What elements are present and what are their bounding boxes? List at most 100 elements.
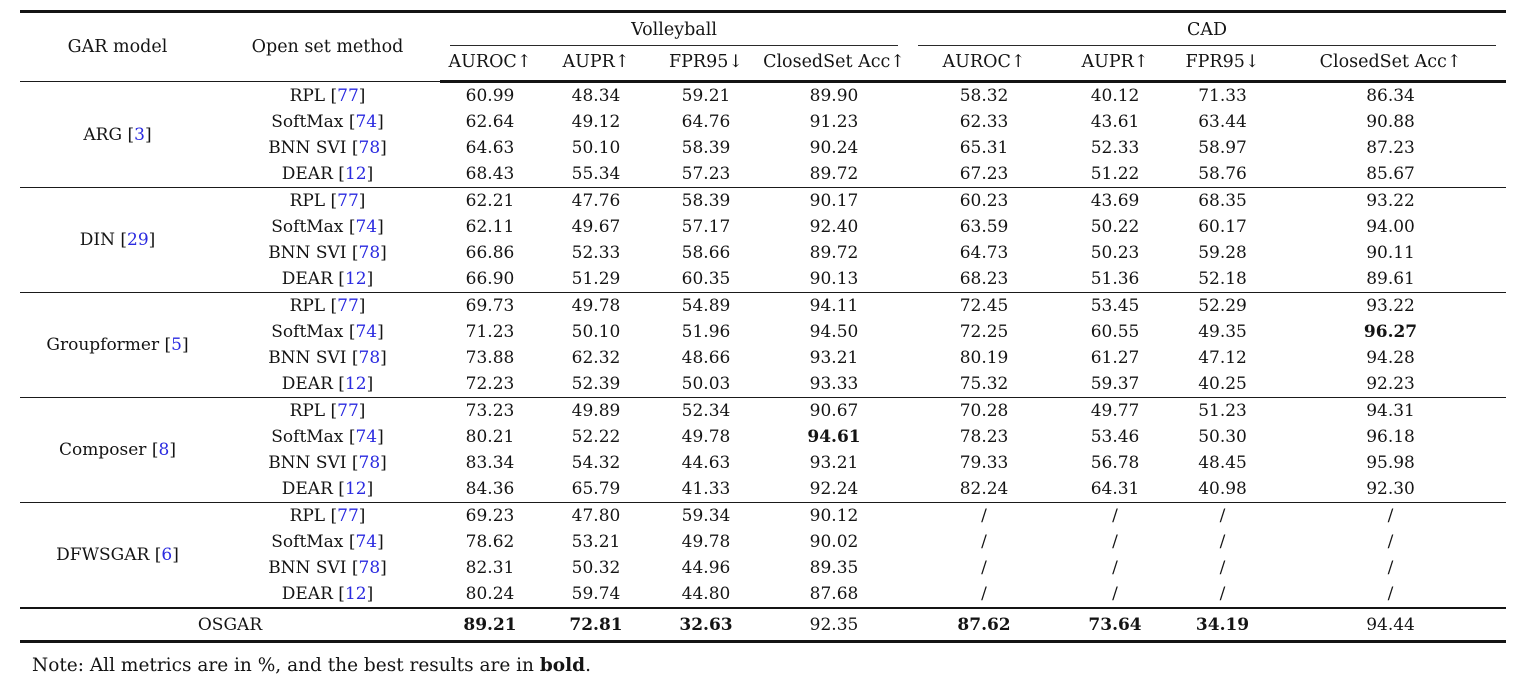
metric-value-cell: 93.21 [809,453,859,473]
open-set-method-cell: RPL 77 [215,187,440,214]
metric-value-cell: / [1219,558,1226,578]
metric-value-cell: 69.23 [440,502,540,529]
col-header-cad-aupr: AUPR↑ [1060,46,1171,83]
citation-ref[interactable]: 12 [338,584,373,604]
metric-value-cell: 64.31 [1090,479,1140,499]
metric-value-cell: 73.23 [440,397,540,424]
citation-ref[interactable]: 74 [349,532,384,552]
metric-value-cell: 64.73 [959,243,1009,263]
gar-model-label: ARG [83,124,123,145]
metric-value-cell: 91.23 [809,112,859,132]
citation-ref[interactable]: 78 [352,558,387,578]
metric-value-cell: 58.66 [681,243,731,263]
citation-ref[interactable]: 6 [155,545,179,565]
open-set-method-label: DEAR [281,584,333,604]
citation-ref[interactable]: 12 [338,269,373,289]
citation-ref[interactable]: 74 [349,217,384,237]
metric-value-cell: 89.35 [809,558,859,578]
col-header-volleyball-closedset-acc: ClosedSet Acc↑ [760,46,909,83]
citation-ref[interactable]: 74 [349,322,384,342]
metric-value-cell: 54.89 [652,292,760,319]
citation-ref[interactable]: 77 [331,296,366,316]
metric-value-cell: 49.78 [681,427,731,447]
citation-ref[interactable]: 77 [331,506,366,526]
metric-value-cell: 52.34 [652,397,760,424]
open-set-method-label: DEAR [281,269,333,289]
col-header-volleyball-aupr: AUPR↑ [540,46,652,83]
metric-value-cell: 62.64 [465,112,515,132]
metric-value-cell: 92.30 [1366,479,1415,499]
metric-header-row: AUROC↑ AUPR↑ FPR95↓ ClosedSet Acc↑ AUROC… [20,46,1507,83]
metric-value-cell: 60.17 [1198,217,1247,237]
metric-value-cell: 49.78 [681,532,731,552]
table-row: DEAR 12 80.24 59.74 44.80 87.68 / / / / [20,581,1506,608]
open-set-method-cell: RPL 77 [215,292,440,319]
metric-value-cell: / [1387,584,1394,604]
metric-value-cell: 50.23 [1090,243,1140,263]
citation-ref[interactable]: 74 [349,112,384,132]
citation-ref[interactable]: 78 [352,453,387,473]
open-set-method-cell: RPL 77 [215,397,440,424]
metric-value-cell: 62.21 [440,187,540,214]
metric-value-cell: 90.88 [1366,112,1415,132]
citation-ref[interactable]: 12 [338,479,373,499]
note-period: . [585,655,591,676]
metric-value-cell: / [1170,502,1276,529]
metric-value-cell: 48.66 [681,348,731,368]
metric-value-cell: 94.11 [760,292,909,319]
metric-value-cell: 89.72 [809,243,859,263]
table-row: DEAR 12 72.23 52.39 50.03 93.33 75.32 59.37 40.… [20,371,1506,398]
metric-value-cell: 71.23 [465,322,515,342]
citation-ref[interactable]: 77 [331,86,366,106]
osgar-metric-cell: 92.35 [760,607,909,643]
metric-value-cell: 95.98 [1366,453,1415,473]
citation-ref[interactable]: 77 [331,191,366,211]
citation-ref[interactable]: 12 [338,374,373,394]
metric-value-cell: 52.22 [571,427,621,447]
osgar-metric-cell: 94.44 [1275,607,1507,643]
metric-value-cell: 60.55 [1090,322,1140,342]
metric-value-cell: 57.23 [681,164,731,184]
note-bold-word: bold [539,655,586,676]
table-row: DEAR 12 66.90 51.29 60.35 90.13 68.23 51.36 52.… [20,266,1506,293]
osgar-metric-cell: 34.19 [1170,607,1276,643]
citation-ref[interactable]: 8 [152,440,176,460]
citation-ref[interactable]: 74 [349,427,384,447]
open-set-method-label: SoftMax [271,532,344,552]
table-row: DEAR 12 68.43 55.34 57.23 89.72 67.23 51.22 58.… [20,161,1506,188]
open-set-method-cell: RPL 77 [215,81,440,109]
metric-value-cell: 73.88 [465,348,515,368]
metric-value-cell: 90.02 [809,532,859,552]
citation-ref[interactable]: 3 [127,125,151,145]
metric-value-cell: 60.35 [681,269,731,289]
metric-value-cell: 60.99 [440,81,540,109]
citation-ref[interactable]: 12 [338,164,373,184]
metric-value-cell: 50.03 [681,374,731,394]
gar-model-cell: Groupformer 5 [20,292,215,398]
open-set-method-cell: SoftMax 74 [215,529,440,555]
citation-ref[interactable]: 78 [352,243,387,263]
metric-value-cell: 93.33 [809,374,859,394]
metric-value-cell: 44.63 [681,453,731,473]
citation-ref[interactable]: 29 [120,230,155,250]
metric-value-cell: 59.34 [652,502,760,529]
metric-value-cell: 62.32 [571,348,621,368]
osgar-row: OSGAR 89.21 72.81 32.63 92.35 87.62 73.64 34.1… [20,607,1507,643]
citation-ref[interactable]: 77 [331,401,366,421]
metric-value-cell: 47.12 [1198,348,1247,368]
metric-value-cell: / [1219,584,1226,604]
open-set-method-cell: BNN SVI 78 [215,555,440,581]
col-header-cad-auroc: AUROC↑ [908,46,1061,83]
citation-ref[interactable]: 5 [165,335,189,355]
open-set-method-cell: RPL 77 [215,502,440,529]
model-block-din: DIN 29RPL 7762.2147.7658.3990.1760.2343.… [20,187,1507,293]
col-header-cad-fpr95: FPR95↓ [1170,46,1276,83]
metric-value-cell: 66.86 [465,243,515,263]
metric-value-cell: 90.11 [1366,243,1415,263]
metric-value-cell: 93.21 [809,348,859,368]
citation-ref[interactable]: 78 [352,348,387,368]
table-row: SoftMax 74 78.62 53.21 49.78 90.02 / / / / [20,529,1506,555]
metric-value-cell: 72.23 [465,374,515,394]
citation-ref[interactable]: 78 [352,138,387,158]
metric-value-cell: 49.77 [1060,397,1171,424]
